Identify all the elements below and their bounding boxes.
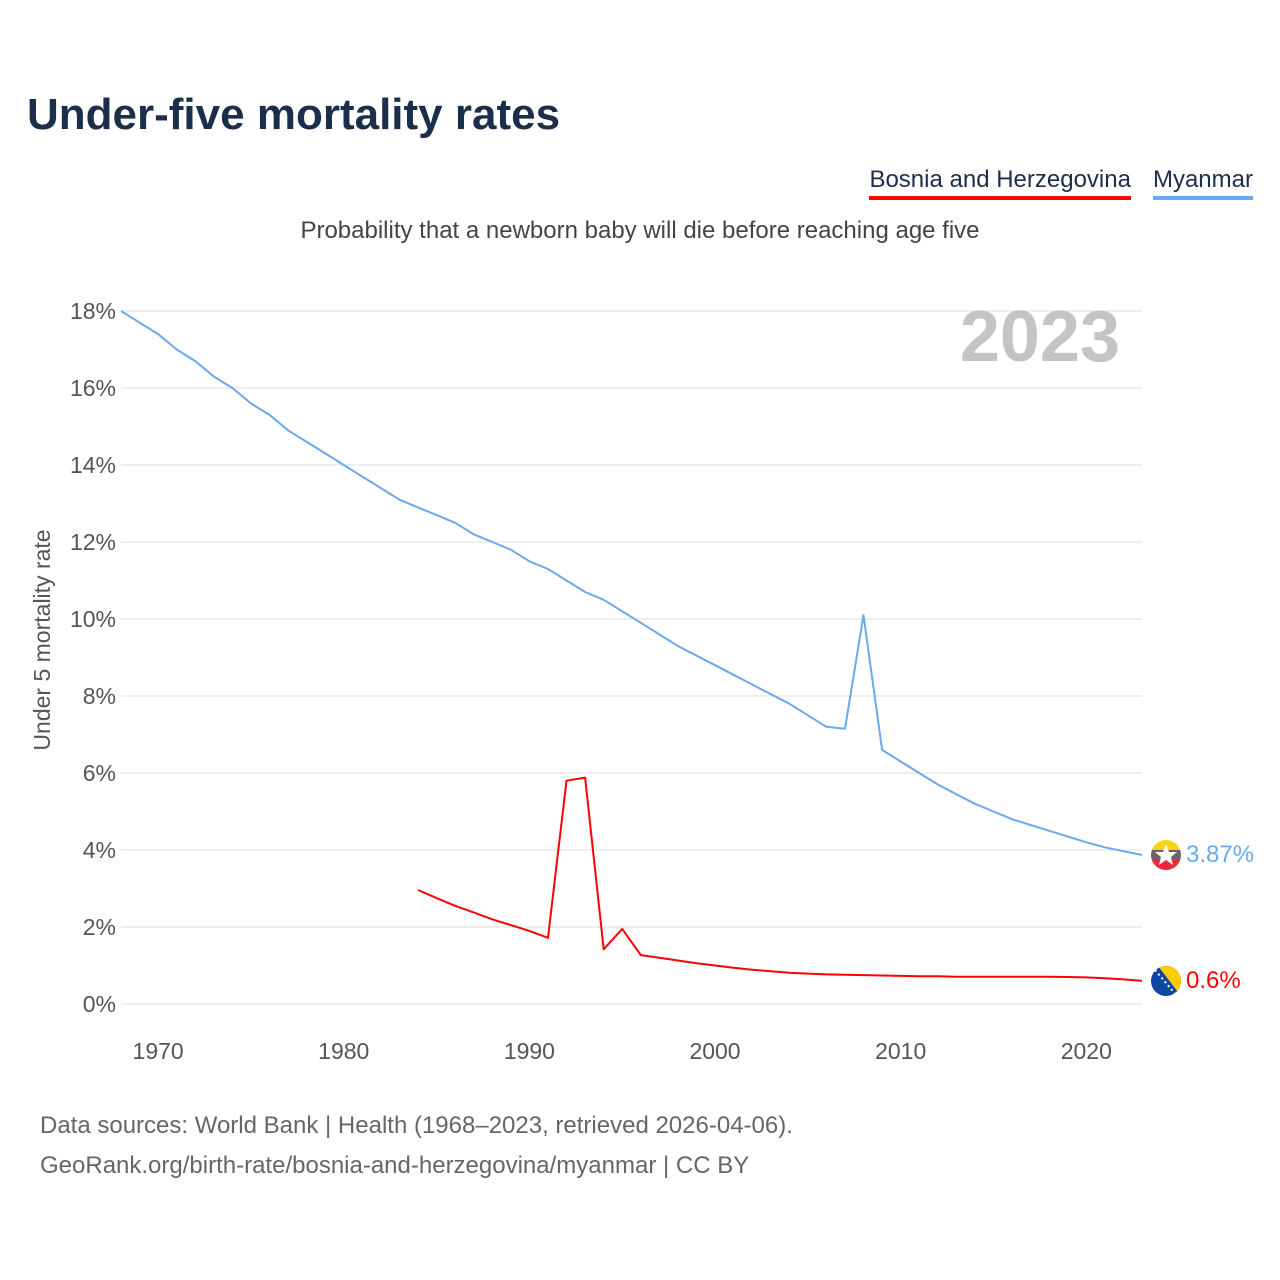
x-tick-label: 1990 <box>504 1038 555 1064</box>
bosnia-flag-icon <box>1151 966 1181 996</box>
series-line-bosnia <box>417 776 1143 982</box>
year-label: 2023 <box>960 297 1120 377</box>
bosnia-end-label: 0.6% <box>1186 967 1241 994</box>
y-tick-label: 12% <box>70 529 116 555</box>
chart-title: Under-five mortality rates <box>27 90 561 139</box>
x-tick-label: 1980 <box>318 1038 369 1064</box>
legend-item-bosnia[interactable]: Bosnia and Herzegovina <box>869 166 1131 200</box>
y-tick-label: 16% <box>70 375 116 401</box>
y-tick-label: 4% <box>83 837 116 863</box>
y-tick-label: 6% <box>83 760 116 786</box>
legend: Bosnia and Herzegovina Myanmar <box>869 166 1253 200</box>
x-tick-label: 2010 <box>875 1038 926 1064</box>
myanmar-end-label: 3.87% <box>1186 841 1254 868</box>
series-line-myanmar <box>120 310 1143 856</box>
source-text: Data sources: World Bank | Health (1968–… <box>40 1112 793 1139</box>
y-tick-label: 14% <box>70 452 116 478</box>
y-tick-label: 0% <box>83 991 116 1017</box>
y-tick-label: 8% <box>83 683 116 709</box>
y-axis-label: Under 5 mortality rate <box>29 529 55 750</box>
chart-subtitle: Probability that a newborn baby will die… <box>300 217 980 244</box>
x-tick-label: 1970 <box>133 1038 184 1064</box>
myanmar-flag-icon <box>1151 840 1181 870</box>
footer: Data sources: World Bank | Health (1968–… <box>40 1106 793 1186</box>
x-tick-label: 2000 <box>689 1038 740 1064</box>
y-tick-label: 18% <box>70 298 116 324</box>
y-tick-label: 10% <box>70 606 116 632</box>
source-link[interactable]: GeoRank.org/birth-rate/bosnia-and-herzeg… <box>40 1152 750 1179</box>
legend-item-myanmar[interactable]: Myanmar <box>1152 166 1253 200</box>
y-tick-label: 2% <box>83 914 116 940</box>
x-tick-label: 2020 <box>1061 1038 1112 1064</box>
